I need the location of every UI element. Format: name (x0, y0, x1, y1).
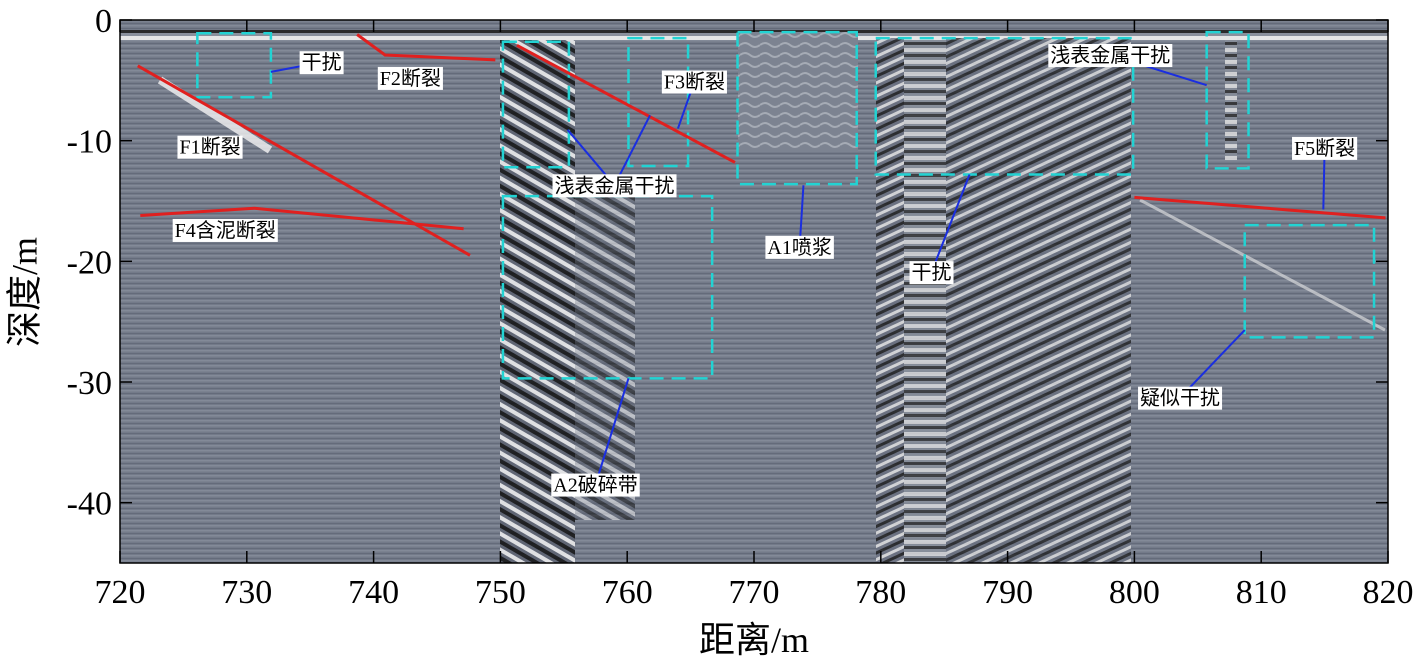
fault-line (1134, 195, 1386, 220)
x-tick-label: 800 (1109, 574, 1160, 611)
leader-line (930, 174, 971, 273)
label-background (765, 235, 834, 259)
label-background (552, 174, 677, 198)
anomaly-box (501, 40, 571, 169)
leader-line (613, 114, 651, 186)
annotation-label: F3断裂 (664, 71, 725, 94)
annotation-label: F1断裂 (179, 136, 240, 159)
leader-line (594, 378, 630, 485)
y-tick-label: -20 (67, 244, 112, 281)
label-background (909, 261, 954, 285)
annotation-label: F2断裂 (380, 67, 441, 90)
annotation-label: 干扰 (302, 51, 342, 74)
label-background (299, 51, 344, 75)
anomaly-box (736, 30, 858, 186)
anomaly-box (196, 32, 273, 99)
fault-line (140, 206, 464, 231)
x-tick-label: 810 (1236, 574, 1287, 611)
label-background (661, 70, 727, 94)
label-background (551, 473, 640, 497)
annotation-label: 浅表金属干扰 (555, 174, 675, 197)
x-tick-label: 730 (221, 574, 272, 611)
label-background (377, 66, 443, 90)
radargram-image (119, 19, 1389, 564)
annotation-label: 浅表金属干扰 (1050, 44, 1170, 67)
y-tick-label: -10 (67, 124, 112, 161)
x-axis-title: 距离/m (699, 620, 809, 660)
anomaly-box (501, 194, 714, 380)
x-tick-label: 780 (855, 574, 906, 611)
annotation-label: 疑似干扰 (1140, 387, 1220, 410)
fault-line (356, 33, 496, 62)
x-tick-label: 720 (95, 574, 146, 611)
x-tick-label: 740 (348, 574, 399, 611)
annotation-label: A2破碎带 (553, 474, 637, 497)
leader-line (1179, 329, 1246, 399)
y-tick-label: 0 (95, 3, 112, 40)
anomaly-box (1205, 30, 1250, 170)
label-background (1292, 136, 1358, 160)
y-tick-label: -30 (67, 365, 112, 402)
y-axis-title: 深度/m (4, 237, 44, 347)
annotation-label: F4含泥断裂 (175, 219, 276, 242)
y-tick-label: -40 (67, 486, 112, 523)
x-tick-label: 750 (475, 574, 526, 611)
label-background (172, 218, 278, 242)
annotation-label: 干扰 (912, 261, 952, 284)
fault-line (516, 44, 736, 164)
x-tick-label: 760 (602, 574, 653, 611)
label-background (177, 135, 243, 159)
annotation-label: F5断裂 (1294, 137, 1355, 160)
label-background (1138, 386, 1223, 410)
anomaly-box (1243, 223, 1376, 339)
label-background (1048, 43, 1173, 67)
x-tick-label: 770 (729, 574, 780, 611)
annotation-label: A1喷浆 (767, 236, 831, 259)
x-tick-label: 790 (982, 574, 1033, 611)
x-tick-label: 820 (1363, 574, 1414, 611)
